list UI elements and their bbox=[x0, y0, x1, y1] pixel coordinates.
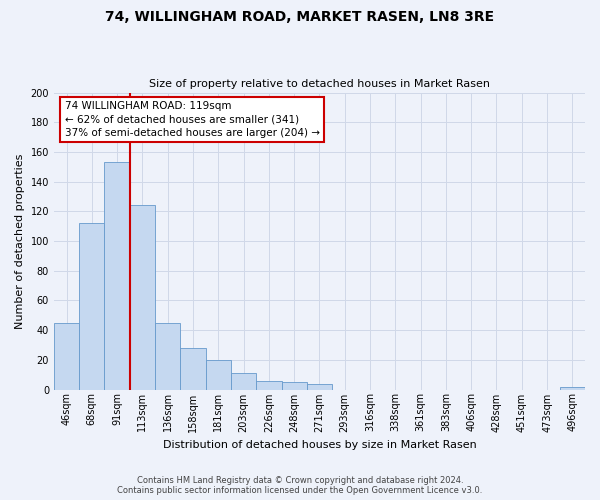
Bar bbox=[307, 384, 332, 390]
Bar bbox=[130, 206, 155, 390]
Text: 74, WILLINGHAM ROAD, MARKET RASEN, LN8 3RE: 74, WILLINGHAM ROAD, MARKET RASEN, LN8 3… bbox=[106, 10, 494, 24]
Bar bbox=[181, 348, 206, 390]
X-axis label: Distribution of detached houses by size in Market Rasen: Distribution of detached houses by size … bbox=[163, 440, 476, 450]
Text: 74 WILLINGHAM ROAD: 119sqm
← 62% of detached houses are smaller (341)
37% of sem: 74 WILLINGHAM ROAD: 119sqm ← 62% of deta… bbox=[65, 102, 320, 138]
Bar bbox=[155, 322, 181, 390]
Bar bbox=[256, 380, 281, 390]
Y-axis label: Number of detached properties: Number of detached properties bbox=[15, 154, 25, 328]
Text: Contains HM Land Registry data © Crown copyright and database right 2024.
Contai: Contains HM Land Registry data © Crown c… bbox=[118, 476, 482, 495]
Bar bbox=[206, 360, 231, 390]
Bar bbox=[54, 322, 79, 390]
Bar bbox=[560, 386, 585, 390]
Bar bbox=[231, 373, 256, 390]
Bar bbox=[79, 223, 104, 390]
Bar bbox=[281, 382, 307, 390]
Bar bbox=[104, 162, 130, 390]
Title: Size of property relative to detached houses in Market Rasen: Size of property relative to detached ho… bbox=[149, 79, 490, 89]
